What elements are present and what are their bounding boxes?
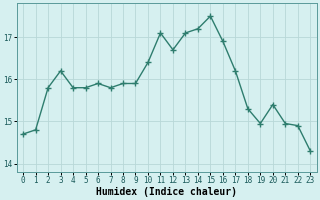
X-axis label: Humidex (Indice chaleur): Humidex (Indice chaleur): [96, 186, 237, 197]
